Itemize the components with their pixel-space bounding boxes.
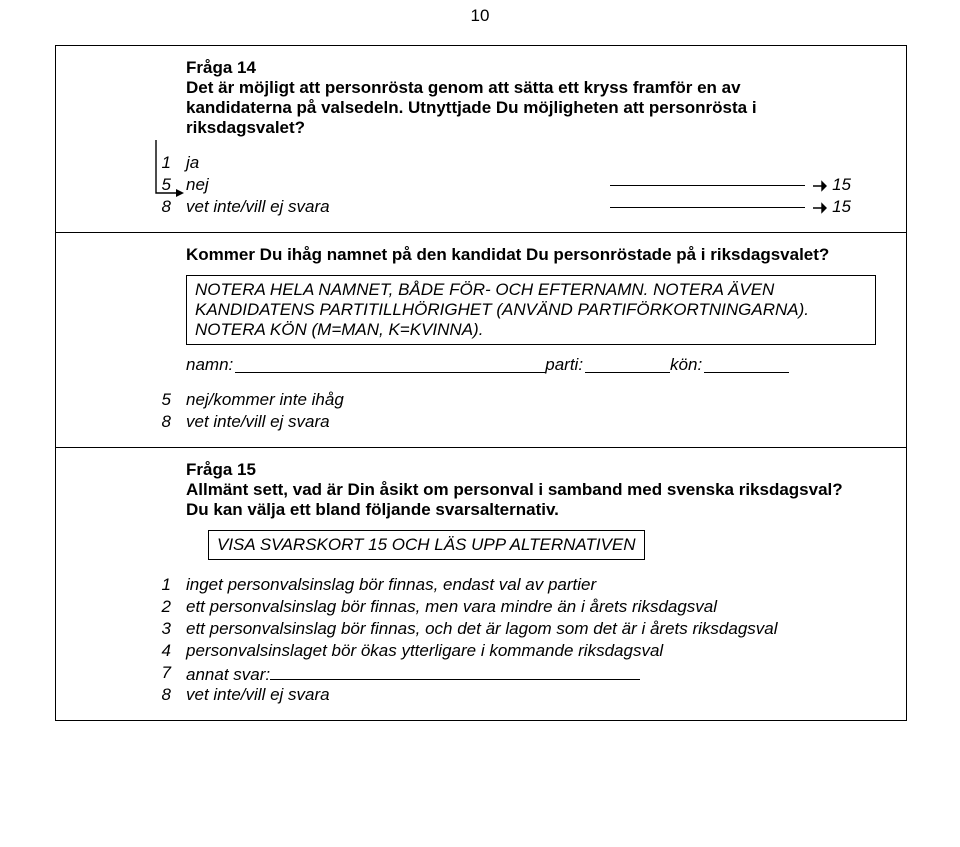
option-text: personvalsinslaget bör ökas ytterligare …	[186, 640, 876, 662]
fraga-15-title: Fråga 15	[186, 460, 876, 480]
fill-kon-line	[704, 355, 789, 373]
option-num: 3	[151, 618, 171, 640]
fill-parti-line	[585, 355, 670, 373]
goto: 15	[610, 174, 851, 196]
option-num: 1	[151, 574, 171, 596]
option-row: 4 personvalsinslaget bör ökas ytterligar…	[56, 640, 906, 662]
option-row: 1 inget personvalsinslag bör finnas, end…	[56, 574, 906, 596]
instruction-box: VISA SVARSKORT 15 OCH LÄS UPP ALTERNATIV…	[208, 530, 645, 560]
option-text: vet inte/vill ej svara	[186, 411, 876, 433]
option-num: 8	[151, 411, 171, 433]
option-row: 2 ett personvalsinslag bör finnas, men v…	[56, 596, 906, 618]
option-row: 3 ett personvalsinslag bör finnas, och d…	[56, 618, 906, 640]
option-num: 7	[151, 662, 171, 684]
option-row: 5 nej/kommer inte ihåg	[56, 389, 906, 411]
fill-kon-label: kön:	[670, 355, 704, 375]
option-num: 8	[151, 684, 171, 706]
option-num: 4	[151, 640, 171, 662]
fill-namn-line	[235, 355, 545, 373]
fraga-14-sub-block: Kommer Du ihåg namnet på den kandidat Du…	[56, 233, 906, 448]
fraga-14-intro1: Det är möjligt att personrösta genom att…	[186, 78, 876, 98]
fill-parti-label: parti:	[545, 355, 585, 375]
arrow-right-icon	[813, 202, 827, 214]
option-row: 8 vet inte/vill ej svara	[56, 411, 906, 433]
option-row: 8 vet inte/vill ej svara	[56, 684, 906, 706]
goto-num: 15	[832, 175, 851, 194]
note-box: NOTERA HELA NAMNET, BÅDE FÖR- OCH EFTERN…	[186, 275, 876, 345]
note-line: KANDIDATENS PARTITILLHÖRIGHET (ANVÄND PA…	[195, 300, 867, 320]
option-text: vet inte/vill ej svara	[186, 684, 876, 706]
sub-question: Kommer Du ihåg namnet på den kandidat Du…	[186, 245, 876, 265]
option-text: ja	[186, 152, 876, 174]
annat-svar-line	[270, 662, 640, 680]
goto-num: 15	[832, 197, 851, 216]
option-text: inget personvalsinslag bör finnas, endas…	[186, 574, 876, 596]
fraga-15-intro2: Du kan välja ett bland följande svarsalt…	[186, 500, 876, 520]
arrow-right-icon	[813, 180, 827, 192]
option-text: ett personvalsinslag bör finnas, och det…	[186, 618, 876, 640]
arrow-down-right-icon	[126, 140, 186, 204]
fraga-15-intro1: Allmänt sett, vad är Din åsikt om person…	[186, 480, 876, 500]
page-number: 10	[471, 6, 490, 26]
fraga-14-block: Fråga 14 Det är möjligt att personrösta …	[56, 46, 906, 233]
goto: 15	[610, 196, 851, 218]
fraga-14-title: Fråga 14	[186, 58, 876, 78]
note-line: NOTERA HELA NAMNET, BÅDE FÖR- OCH EFTERN…	[195, 280, 867, 300]
option-text: annat svar:	[186, 662, 876, 686]
option-row: 7 annat svar:	[56, 662, 906, 684]
note-line: NOTERA KÖN (M=MAN, K=KVINNA).	[195, 320, 867, 340]
fraga-14-intro2: kandidaterna på valsedeln. Utnyttjade Du…	[186, 98, 876, 138]
option-text: ett personvalsinslag bör finnas, men var…	[186, 596, 876, 618]
form-box: Fråga 14 Det är möjligt att personrösta …	[55, 45, 907, 721]
option-label: annat svar:	[186, 665, 270, 684]
fraga-15-block: Fråga 15 Allmänt sett, vad är Din åsikt …	[56, 448, 906, 720]
option-num: 2	[151, 596, 171, 618]
fill-namn-label: namn:	[186, 355, 235, 375]
fill-line: namn: parti: kön:	[186, 355, 876, 375]
option-text: nej/kommer inte ihåg	[186, 389, 876, 411]
option-num: 5	[151, 389, 171, 411]
